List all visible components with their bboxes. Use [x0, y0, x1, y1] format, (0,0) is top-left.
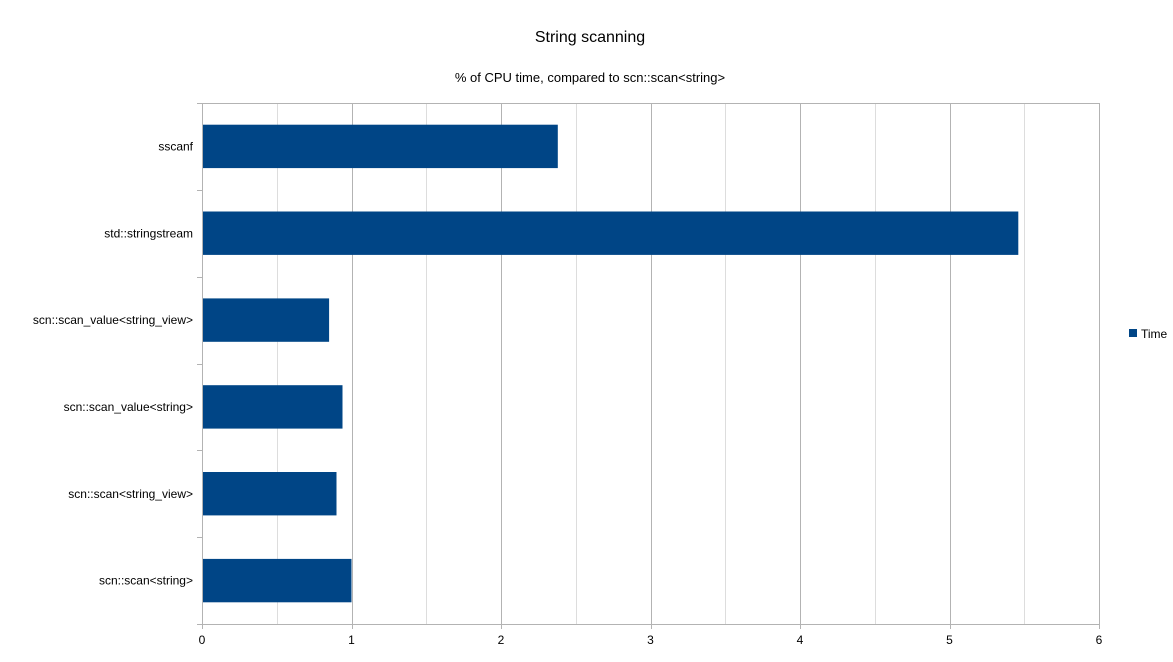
legend: Time — [1129, 327, 1168, 341]
value-tick-label: 4 — [797, 633, 804, 647]
category-label: scn::scan_value<string_view> — [33, 313, 193, 327]
value-tick-label: 3 — [647, 633, 654, 647]
category-label: scn::scan<string_view> — [68, 487, 193, 501]
value-tick-label: 5 — [946, 633, 953, 647]
legend-swatch-time — [1129, 329, 1137, 337]
value-tick-label: 6 — [1096, 633, 1103, 647]
bar — [202, 472, 337, 516]
category-label: scn::scan<string> — [99, 574, 193, 588]
value-tick-label: 2 — [498, 633, 505, 647]
bar — [202, 298, 330, 342]
axes — [197, 103, 1100, 629]
category-label: std::stringstream — [104, 226, 193, 240]
legend-label-time: Time — [1141, 327, 1168, 341]
bar — [202, 385, 343, 429]
value-tick-label: 0 — [199, 633, 206, 647]
chart-subtitle: % of CPU time, compared to scn::scan<str… — [455, 70, 725, 85]
bar — [202, 124, 558, 169]
value-axis-labels: 0 1 2 3 4 5 6 — [199, 633, 1103, 647]
category-label: sscanf — [158, 139, 193, 153]
category-axis-labels: sscanfstd::stringstreamscn::scan_value<s… — [33, 139, 194, 587]
category-label: scn::scan_value<string> — [64, 400, 193, 414]
bar — [202, 558, 352, 603]
bar — [202, 211, 1019, 255]
value-tick-label: 1 — [348, 633, 355, 647]
bar-series-time — [202, 124, 1019, 603]
gridlines — [202, 103, 1100, 624]
chart-title: String scanning — [535, 29, 645, 46]
